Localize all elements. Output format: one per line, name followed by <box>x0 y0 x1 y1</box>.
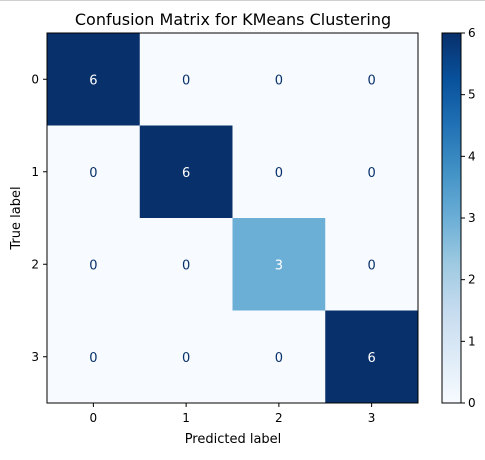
heatmap-cell-0-3 <box>325 33 419 126</box>
cell-value-2-3: 0 <box>367 258 375 273</box>
heatmap-cell-2-0 <box>47 218 141 311</box>
x-tick-label-1: 1 <box>182 411 190 425</box>
cell-value-1-1: 6 <box>182 166 190 181</box>
cell-labels: 6 0 0 0 0 6 0 0 0 0 3 0 0 0 0 6 <box>89 73 376 366</box>
y-tick-label-2: 2 <box>31 257 39 271</box>
cell-value-3-2: 0 <box>275 351 283 366</box>
y-tick-label-3: 3 <box>31 350 39 364</box>
plot-frame <box>46 32 419 404</box>
colorbar-tick-label-2: 2 <box>468 273 476 287</box>
cell-value-1-0: 0 <box>89 166 97 181</box>
y-axis-ticks: 0 1 2 3 <box>31 72 47 364</box>
colorbar-tick-label-0: 0 <box>468 396 476 410</box>
x-axis-ticks: 0 1 2 3 <box>90 403 376 425</box>
heatmap-cell-0-0 <box>47 33 141 126</box>
cell-value-3-3: 6 <box>367 351 375 366</box>
top-rule <box>0 0 485 1</box>
cell-value-2-2: 3 <box>275 258 283 273</box>
y-axis-label: True label <box>9 186 24 250</box>
colorbar-tick-label-6: 6 <box>468 26 476 40</box>
heatmap-cell-2-3 <box>325 218 419 311</box>
heatmap-cell-0-2 <box>232 33 326 126</box>
x-tick-label-2: 2 <box>275 411 283 425</box>
cell-value-0-1: 0 <box>182 73 190 88</box>
heatmap-cell-1-2 <box>232 125 326 219</box>
colorbar-ticks: 0 1 2 3 4 5 6 <box>461 26 476 410</box>
cell-value-0-3: 0 <box>367 73 375 88</box>
cell-value-2-0: 0 <box>89 258 97 273</box>
x-axis-label: Predicted label <box>185 432 282 447</box>
cell-value-2-1: 0 <box>182 258 190 273</box>
heatmap-cell-3-3 <box>325 310 419 404</box>
cell-value-3-0: 0 <box>89 351 97 366</box>
cell-value-1-2: 0 <box>275 166 283 181</box>
colorbar-tick-label-1: 1 <box>468 334 476 348</box>
colorbar-tick-label-4: 4 <box>468 149 476 163</box>
x-tick-label-3: 3 <box>368 411 376 425</box>
chart-title: Confusion Matrix for KMeans Clustering <box>75 10 391 29</box>
heatmap-cell-1-0 <box>47 125 141 219</box>
y-tick-label-0: 0 <box>31 72 39 86</box>
heatmap-cell-3-1 <box>139 310 233 404</box>
cell-value-0-0: 6 <box>89 73 97 88</box>
heatmap-cells <box>47 33 419 404</box>
cell-value-3-1: 0 <box>182 351 190 366</box>
colorbar <box>441 32 462 404</box>
x-tick-label-0: 0 <box>90 411 98 425</box>
y-tick-label-1: 1 <box>31 165 39 179</box>
heatmap-cell-3-0 <box>47 310 141 404</box>
heatmap-cell-2-1 <box>139 218 233 311</box>
heatmap-cell-1-3 <box>325 125 419 219</box>
heatmap-cell-3-2 <box>232 310 326 404</box>
heatmap-cell-1-1 <box>139 125 233 219</box>
colorbar-tick-label-5: 5 <box>468 88 476 102</box>
cell-value-1-3: 0 <box>367 166 375 181</box>
cell-value-0-2: 0 <box>275 73 283 88</box>
heatmap-cell-2-2 <box>232 218 326 311</box>
colorbar-tick-label-3: 3 <box>468 211 476 225</box>
heatmap-cell-0-1 <box>139 33 233 126</box>
